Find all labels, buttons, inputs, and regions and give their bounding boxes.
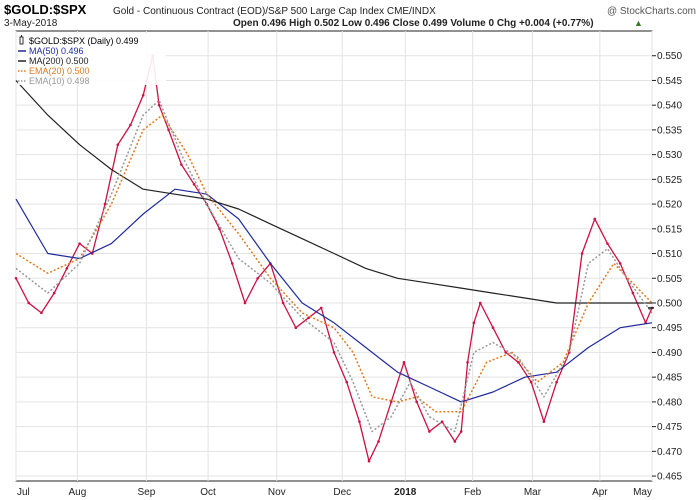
legend-candle-icon: [19, 36, 24, 45]
x-tick-label: Apr: [592, 487, 608, 498]
x-tick-label: Mar: [524, 487, 542, 498]
y-tick-label: 0.520: [657, 200, 682, 211]
plot-area: [15, 30, 653, 482]
y-tick-label: 0.475: [657, 422, 682, 433]
x-axis: Jul Aug Sep Oct Nov Dec 2018 Feb Mar Apr May: [17, 487, 652, 498]
date-label: 3-May-2018: [4, 18, 58, 29]
x-tick-label: Dec: [333, 487, 351, 498]
y-tick-label: 0.535: [657, 125, 682, 136]
x-tick-label: Nov: [268, 487, 286, 498]
series-line-ema-20-: [15, 114, 653, 413]
up-arrow-icon: ▲: [634, 18, 643, 28]
x-tick-label: Sep: [137, 487, 155, 498]
price-point: [345, 380, 349, 384]
series-line-ma-50-: [15, 188, 653, 403]
price-point: [103, 202, 107, 206]
y-tick-label: 0.465: [657, 472, 682, 483]
price-point: [478, 301, 482, 305]
y-tick-label: 0.480: [657, 397, 682, 408]
y-tick-label: 0.525: [657, 175, 682, 186]
price-point: [367, 459, 371, 463]
price-point: [230, 262, 234, 265]
y-axis: 0.465 0.470 0.475 0.480 0.485 0.490 0.495 0.500…: [652, 51, 682, 483]
price-point: [606, 242, 609, 245]
price-point: [466, 361, 469, 364]
y-tick-label: 0.510: [657, 249, 682, 260]
x-tick-label: 2018: [394, 487, 417, 498]
price-point: [415, 400, 418, 404]
price-point: [504, 351, 508, 354]
watermark: @ StockCharts.com: [607, 6, 696, 17]
price-point: [402, 361, 406, 364]
y-tick-label: 0.495: [657, 323, 682, 334]
gridlines: [15, 31, 653, 481]
price-point: [555, 380, 558, 384]
price-point: [14, 276, 18, 280]
series-layer: [14, 54, 654, 463]
price-point: [294, 326, 298, 330]
price-point: [192, 182, 196, 186]
price-point: [358, 420, 361, 423]
legend-label: $GOLD:$SPX (Daily) 0.499: [29, 36, 139, 46]
price-point: [491, 326, 495, 330]
price-point: [243, 301, 247, 305]
price-point: [618, 262, 622, 265]
y-tick-label: 0.490: [657, 348, 682, 359]
price-point: [529, 380, 533, 384]
price-point: [307, 316, 310, 320]
x-tick-label: Aug: [68, 487, 86, 498]
price-point: [141, 93, 145, 97]
price-point: [542, 420, 546, 423]
price-point: [428, 430, 431, 433]
price-point: [78, 242, 81, 245]
price-point: [129, 123, 132, 127]
legend-label: EMA(20) 0.500: [29, 66, 90, 76]
series-line-ma-200-: [15, 80, 652, 304]
price-point: [319, 306, 323, 310]
y-tick-label: 0.505: [657, 274, 682, 285]
chart-description: Gold - Continuous Contract (EOD)/S&P 500…: [113, 6, 436, 17]
y-tick-label: 0.530: [657, 150, 682, 161]
price-point: [157, 103, 161, 107]
legend-label: EMA(10) 0.498: [29, 76, 90, 86]
y-tick-label: 0.540: [657, 101, 682, 112]
price-point: [27, 301, 31, 305]
quote-line: Open 0.496 High 0.502 Low 0.496 Close 0.…: [233, 18, 594, 29]
x-tick-label: Feb: [464, 487, 482, 498]
y-tick-label: 0.545: [657, 76, 682, 87]
price-point: [332, 351, 336, 354]
x-tick-label: Oct: [200, 487, 216, 498]
legend-label: MA(50) 0.496: [29, 46, 84, 56]
y-tick-label: 0.500: [657, 298, 682, 309]
price-point: [180, 163, 183, 166]
symbol-title: $GOLD:$SPX: [4, 2, 87, 17]
legend-background: [18, 33, 166, 85]
y-tick-label: 0.550: [657, 51, 682, 62]
y-tick-label: 0.485: [657, 373, 682, 384]
price-point: [593, 217, 597, 221]
price-point: [377, 440, 380, 443]
legend-label: MA(200) 0.500: [29, 56, 89, 66]
x-tick-label: Jul: [17, 487, 30, 498]
price-point: [52, 291, 56, 295]
price-point: [631, 291, 635, 295]
y-tick-label: 0.515: [657, 224, 682, 235]
price-point: [116, 143, 120, 147]
price-point: [440, 420, 444, 423]
price-point: [256, 276, 259, 280]
price-point: [580, 252, 584, 255]
price-point: [40, 311, 43, 315]
price-point: [459, 430, 463, 433]
series-line-ema-10-: [15, 99, 653, 433]
y-tick-label: 0.470: [657, 447, 682, 458]
price-point: [281, 301, 285, 305]
x-tick-label: May: [633, 487, 652, 498]
price-point: [65, 267, 69, 270]
price-point: [453, 440, 457, 443]
price-point: [167, 128, 170, 132]
price-point: [472, 321, 476, 325]
